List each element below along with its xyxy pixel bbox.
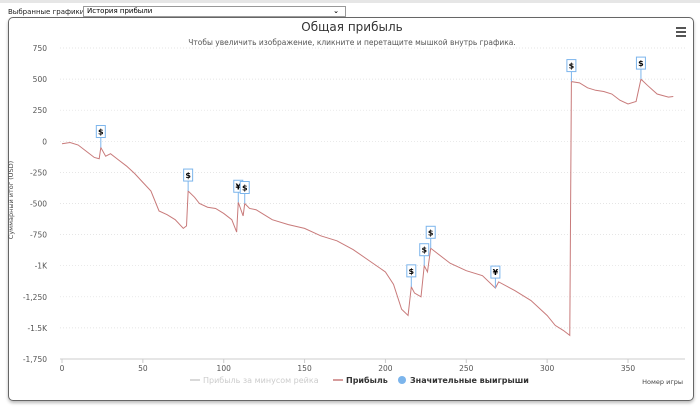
- flag-box: [566, 59, 577, 73]
- y-tick-label: -750: [30, 231, 47, 240]
- flag-label: $: [569, 62, 575, 71]
- x-tick-label: 0: [60, 364, 65, 373]
- big-win-flag[interactable]: $: [406, 264, 417, 287]
- legend-item-big-wins[interactable]: Значительные выигрыши: [398, 376, 529, 385]
- x-tick-label: 50: [138, 364, 148, 373]
- big-win-flag[interactable]: $: [183, 168, 194, 192]
- y-axis-label: Суммарный итог (USD): [7, 161, 15, 239]
- flag-label: $: [421, 246, 427, 255]
- y-tick-label: 750: [33, 44, 48, 53]
- flag-box: [406, 264, 417, 278]
- chevron-down-icon: ⌄: [333, 7, 339, 15]
- legend: Прибыль за минусом рейка Прибыль Значите…: [190, 375, 529, 385]
- flag-label: $: [409, 267, 415, 276]
- flag-box: [425, 225, 436, 239]
- y-tick-label: -1,750: [23, 355, 47, 364]
- big-win-flag[interactable]: ¥: [490, 265, 501, 289]
- y-tick-label: 500: [33, 75, 48, 84]
- chart-select[interactable]: История прибыли ⌄: [83, 6, 346, 17]
- flag-label: $: [242, 184, 248, 193]
- x-tick-label: 300: [540, 364, 555, 373]
- flag-label: ¥: [235, 182, 241, 191]
- x-tick-label: 100: [217, 364, 232, 373]
- legend-label-profit: Прибыль: [346, 375, 388, 385]
- flag-box: [635, 56, 646, 70]
- legend-label-rake: Прибыль за минусом рейка: [203, 376, 319, 385]
- y-tick-label: -500: [30, 200, 47, 209]
- y-tick-label: 0: [42, 137, 47, 146]
- big-win-flag[interactable]: $: [419, 243, 430, 266]
- legend-item-rake[interactable]: Прибыль за минусом рейка: [190, 376, 319, 385]
- flag-box: [239, 181, 250, 194]
- legend-label-big-wins: Значительные выигрыши: [410, 376, 529, 385]
- flag-label: ¥: [493, 268, 499, 277]
- flag-box: [95, 125, 106, 139]
- flag-label: $: [428, 228, 434, 237]
- top-border: [0, 0, 700, 3]
- x-axis-label: Номер игры: [642, 378, 683, 386]
- profit-line: [61, 78, 674, 337]
- selected-charts-label: Выбранные графики:: [8, 8, 87, 16]
- x-tick-label: 350: [621, 364, 636, 373]
- chart-title: Общая прибыль: [301, 20, 402, 34]
- chart-subtitle: Чтобы увеличить изображение, кликните и …: [188, 38, 516, 47]
- y-tick-label: -1.5K: [27, 324, 48, 333]
- y-tick-label: -1K: [35, 262, 48, 271]
- x-tick-label: 250: [459, 364, 474, 373]
- flag-box: [490, 265, 501, 279]
- big-win-flag[interactable]: $: [239, 181, 250, 204]
- chart-select-value: История прибыли: [87, 7, 153, 15]
- menu-icon[interactable]: [676, 27, 686, 37]
- flag-label: $: [98, 128, 104, 137]
- x-tick-label: 200: [378, 364, 393, 373]
- chart-panel[interactable]: [8, 17, 694, 401]
- y-tick-label: -1,250: [23, 293, 47, 302]
- flag-label: $: [638, 59, 644, 68]
- big-win-flag[interactable]: $: [425, 225, 436, 249]
- y-tick-label: 250: [33, 106, 48, 115]
- big-win-flag[interactable]: $: [635, 56, 646, 80]
- legend-item-profit[interactable]: Прибыль: [333, 375, 388, 385]
- flag-box: [419, 243, 430, 257]
- x-tick-label: 150: [297, 364, 312, 373]
- flag-box: [183, 168, 194, 182]
- y-tick-label: -250: [30, 168, 47, 177]
- big-win-flag[interactable]: $: [95, 125, 106, 148]
- flag-label: $: [185, 171, 191, 180]
- big-win-flag[interactable]: $: [566, 59, 577, 82]
